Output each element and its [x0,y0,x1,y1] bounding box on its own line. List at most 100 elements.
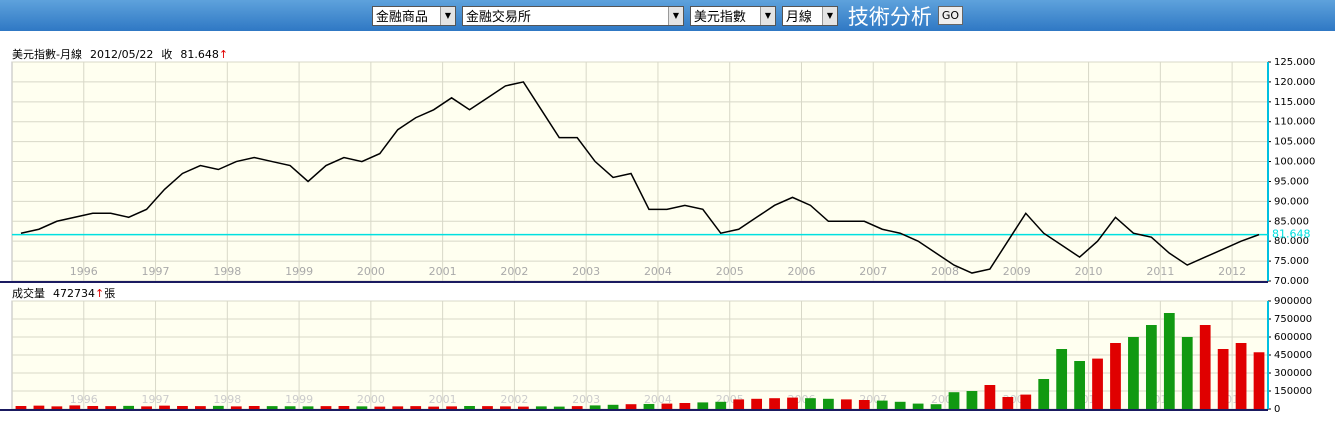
volume-bar [1020,394,1032,409]
x-tick-label: 1998 [213,393,241,406]
y-tick-label: 85.000 [1274,216,1309,227]
y-tick-label: 120.000 [1274,77,1315,88]
panel-header: 成交量 472734↑張 [12,286,115,300]
y-tick-label: 750000 [1274,314,1312,325]
header-part: 成交量 [12,286,45,300]
x-tick-label: 2006 [787,265,815,278]
x-tick-label: 1996 [70,393,98,406]
x-tick-label: 2007 [859,265,887,278]
volume-bar [284,406,296,409]
header-part: 張 [104,287,115,300]
x-tick-label: 2000 [357,393,385,406]
select-text: 月線 [785,10,812,25]
volume-bar [1217,349,1229,409]
volume-bar [105,406,117,409]
volume-bar [1056,349,1068,409]
volume-bar [230,406,242,409]
x-tick-label: 2001 [429,265,457,278]
header-part: ↑ [95,287,104,300]
volume-bar [805,398,816,409]
y-tick-label: 600000 [1274,332,1312,343]
volume-bar [643,403,655,409]
volume-bar [517,406,529,409]
x-tick-label: 2004 [644,393,672,406]
price-line [20,81,1260,274]
x-tick-label: 2012 [1218,265,1246,278]
volume-bar [212,405,224,409]
volume-bar [769,398,780,409]
volume-bar [1110,343,1121,409]
volume-bar [589,405,601,409]
volume-bar [356,406,368,409]
volume-bar [625,404,637,409]
y-tick-label: 450000 [1274,350,1312,361]
volume-bar [823,398,834,409]
volume-bar [15,406,27,409]
volume-bar [751,398,763,409]
volume-bar [500,406,511,409]
volume-bar [553,406,565,409]
volume-bar [966,391,978,409]
select[interactable]: 美元指數 ▼ [689,5,776,26]
x-tick-label: 2008 [931,265,959,278]
volume-bar [51,406,63,409]
x-tick-label: 1999 [285,265,313,278]
volume-bar [1235,343,1247,409]
x-tick-label: 1999 [285,393,313,406]
select-text: 金融交易所 [465,10,531,25]
volume-bar [177,406,188,409]
volume-bar [984,385,996,409]
y-tick-label: 150000 [1274,386,1312,397]
volume-bar [715,401,727,409]
x-tick-label: 2004 [644,265,672,278]
x-tick-label: 2001 [429,393,457,406]
volume-bar [410,406,422,409]
volume-bar [930,404,942,409]
volume-bar [894,401,906,409]
x-tick-label: 2003 [572,393,600,406]
select[interactable]: 金融商品 ▼ [371,5,456,26]
header-part: 美元指數-月線 [12,47,82,61]
y-tick-label: 900000 [1274,296,1312,307]
y-tick-label: 110.000 [1274,117,1315,128]
volume-bar [1128,337,1139,409]
volume-bar [607,404,619,409]
y-tick-label: 300000 [1274,368,1312,379]
heading: 技術分析 [847,4,932,29]
volume-bar [1038,379,1050,409]
volume-bar [464,406,475,409]
y-tick-label: 0 [1274,404,1280,415]
volume-bar [697,402,709,409]
volume-bar [482,406,493,409]
go-button[interactable]: GO [937,6,964,25]
volume-bar [446,406,457,409]
header-part: 81.648 [180,48,219,61]
volume-bar [679,403,691,409]
y-tick-label: 100.000 [1274,157,1315,168]
y-tick-label: 125.000 [1274,57,1315,68]
y-tick-label: 105.000 [1274,137,1315,148]
y-tick-label: 80.000 [1274,236,1309,247]
x-tick-label: 2002 [500,265,528,278]
volume-bar [320,406,332,409]
volume-bar [535,406,547,409]
x-tick-label: 2005 [716,265,744,278]
dropdown-arrow: ▼ [821,6,837,25]
select[interactable]: 金融交易所 ▼ [461,5,684,26]
volume-bar [123,405,135,409]
y-tick-label: 70.000 [1274,276,1309,287]
x-tick-label: 2011 [1146,265,1174,278]
volume-bar [733,399,745,409]
toolbar: 金融商品 ▼ 金融交易所 ▼ 美元指數 ▼ 月線 ▼ 技術分析 GO [0,0,1335,31]
volume-bar [876,400,888,409]
volume-bar [1181,337,1193,409]
volume-bar [1145,325,1157,409]
x-tick-label: 2009 [1003,265,1031,278]
volume-bar [840,399,852,409]
volume-bar [661,403,673,409]
last-value-label: 81.648 [1272,228,1311,241]
x-tick-label: 1997 [142,265,170,278]
select[interactable]: 月線 ▼ [781,5,838,26]
volume-bar [1074,361,1085,409]
y-tick-label: 75.000 [1274,256,1309,267]
